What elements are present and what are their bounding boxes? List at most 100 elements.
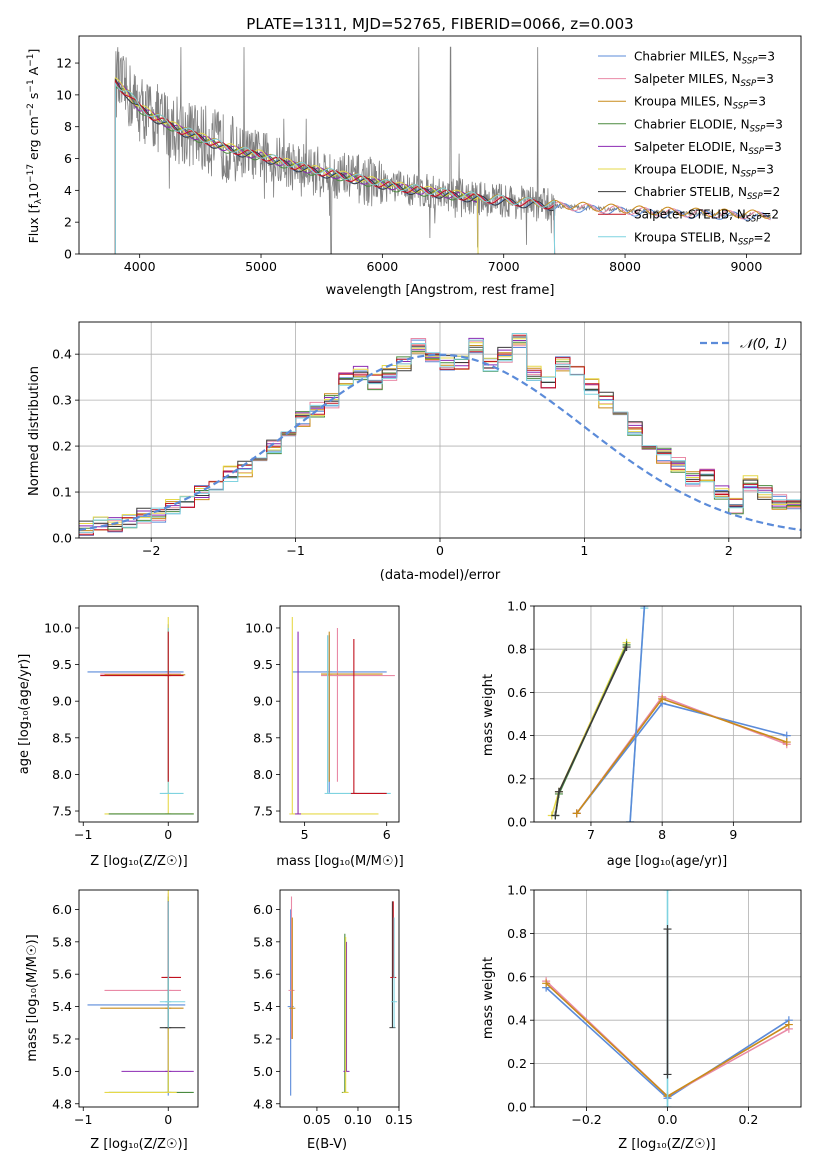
y-tick-label: 9.5 <box>52 657 72 672</box>
y-tick-label: 5.8 <box>52 934 72 949</box>
y-tick-label: 10.0 <box>245 620 273 635</box>
x-tick-label: 0 <box>164 827 172 842</box>
y-tick-label: 0.8 <box>507 926 527 941</box>
weight-series-line <box>576 702 788 814</box>
x-tick-label: 0.15 <box>385 1112 413 1127</box>
histogram-salpeter-miles <box>79 338 801 534</box>
weight-marker <box>658 694 667 703</box>
spectrum-panel: PLATE=1311, MJD=52765, FIBERID=0066, z=0… <box>26 15 802 298</box>
x-tick-label: 7 <box>587 827 595 842</box>
spectrum-ylabel: Flux [fλ10−17 erg cm−2 s−1 A−1] <box>26 49 44 244</box>
y-tick-label: 5.6 <box>253 967 273 982</box>
weight-marker <box>572 809 581 818</box>
weight-z-ylabel: mass weight <box>481 957 496 1039</box>
x-tick-label: −1 <box>286 543 304 558</box>
y-tick-label: 1.0 <box>507 883 527 898</box>
model-spectrum-kroupa-elodie <box>114 76 479 254</box>
x-tick-label: −1 <box>74 1112 92 1127</box>
plot-area <box>287 896 398 1096</box>
age-z-xlabel: Z [log₁₀(Z/Z☉)] <box>90 854 187 869</box>
legend-entry: Chabrier MILES, NSSP=3 <box>634 50 775 67</box>
plot-area <box>87 890 194 1096</box>
axes-frame <box>533 889 802 1108</box>
y-tick-label: 0.4 <box>507 1013 527 1028</box>
x-tick-label: 5 <box>301 827 309 842</box>
weight-marker <box>663 890 672 894</box>
y-tick-label: 5.4 <box>52 999 72 1014</box>
residual-ylabel: Normed distribution <box>27 366 42 496</box>
plot-area <box>534 606 801 822</box>
age-vs-z-panel: −1 0 7.5 8.0 8.5 9.0 9.5 10.0 Z [log₁₀(Z/Z☉)] a… <box>17 605 199 869</box>
legend-entry: Kroupa ELODIE, NSSP=3 <box>634 163 774 180</box>
histogram-chabrier-miles <box>79 339 801 536</box>
x-tick-label: 6 <box>383 827 391 842</box>
weight-marker <box>554 787 563 796</box>
plot-area <box>87 616 194 815</box>
weight-marker <box>626 818 635 822</box>
y-tick-label: 5.6 <box>52 967 72 982</box>
y-tick-label: 10 <box>56 87 72 102</box>
y-tick-label: 5.0 <box>253 1064 273 1079</box>
axes-frame <box>279 605 400 823</box>
y-tick-label: 2 <box>64 215 72 230</box>
model-spectrum-salpeter-elodie <box>114 82 479 254</box>
weight-age-ylabel: mass weight <box>481 674 496 756</box>
y-tick-label: 6.0 <box>253 902 273 917</box>
weight-marker <box>782 738 791 747</box>
x-tick-label: −0.2 <box>571 1112 601 1127</box>
plot-area <box>79 322 801 538</box>
y-tick-label: 0.8 <box>507 642 527 657</box>
mass-ebv-xlabel: E(B-V) <box>307 1137 347 1152</box>
y-tick-label: 0.4 <box>507 728 527 743</box>
y-tick-label: 0.2 <box>52 439 72 454</box>
histogram-salpeter-stelib <box>79 334 801 536</box>
histogram-salpeter-elodie <box>79 337 801 528</box>
y-tick-label: 0.4 <box>52 347 72 362</box>
y-tick-label: 8 <box>64 119 72 134</box>
weight-series-line <box>576 697 788 814</box>
x-tick-label: −1 <box>74 827 92 842</box>
axes-frame <box>279 889 400 1108</box>
legend-entry: Salpeter ELODIE, NSSP=3 <box>634 140 782 157</box>
x-tick-label: 9 <box>729 827 737 842</box>
axes-frame <box>78 35 802 255</box>
normal-legend-label: 𝒩(0, 1) <box>740 337 787 352</box>
weight-marker <box>542 979 551 988</box>
y-tick-label: 0.6 <box>507 685 527 700</box>
weight-series-line <box>576 695 788 814</box>
axes-frame <box>78 605 199 823</box>
y-tick-label: 7.5 <box>52 804 72 819</box>
histogram-chabrier-stelib <box>79 336 801 527</box>
model-spectrum-kroupa-stelib <box>114 81 556 254</box>
normal-distribution-curve <box>79 353 801 531</box>
weight-marker <box>622 643 631 652</box>
mass-vs-z-panel: −1 0 4.8 5.0 5.2 5.4 5.6 5.8 6.0 Z [log₁₀(Z/Z☉)]… <box>25 889 199 1152</box>
y-tick-label: 0.1 <box>52 485 72 500</box>
x-tick-label: 9000 <box>730 259 762 274</box>
plot-area <box>534 890 801 1107</box>
axes-frame <box>78 321 802 539</box>
x-tick-label: 0 <box>164 1112 172 1127</box>
x-tick-label: 0.10 <box>344 1112 372 1127</box>
spectrum-legend: Chabrier MILES, NSSP=3 Salpeter MILES, NS… <box>598 50 783 247</box>
y-tick-label: 0.2 <box>507 1056 527 1071</box>
y-tick-label: 5.2 <box>253 1031 273 1046</box>
residual-panel: −2 −1 0 1 2 0.0 0.1 0.2 0.3 0.4 𝒩(0, 1) (data-mode… <box>27 321 802 583</box>
axes-frame <box>78 889 199 1108</box>
x-tick-label: 0.2 <box>738 1112 758 1127</box>
weight-vs-age-panel: 7 8 9 0.0 0.2 0.4 0.6 0.8 1.0 age [log₁₀(age/yr)… <box>481 599 802 869</box>
y-tick-label: 0.0 <box>507 815 527 830</box>
histogram-kroupa-stelib <box>79 333 801 533</box>
x-tick-label: 4000 <box>124 259 156 274</box>
y-tick-label: 12 <box>56 56 72 71</box>
weight-z-xlabel: Z [log₁₀(Z/Z☉)] <box>618 1137 715 1152</box>
weight-marker <box>663 1070 672 1079</box>
x-tick-label: 0.05 <box>303 1112 331 1127</box>
residual-xlabel: (data-model)/error <box>380 568 501 583</box>
legend-entry: Chabrier ELODIE, NSSP=3 <box>634 117 783 134</box>
legend-entry: Kroupa STELIB, NSSP=2 <box>634 230 771 247</box>
weight-marker <box>551 811 560 820</box>
x-tick-label: 5000 <box>245 259 277 274</box>
y-tick-label: 0.3 <box>52 393 72 408</box>
